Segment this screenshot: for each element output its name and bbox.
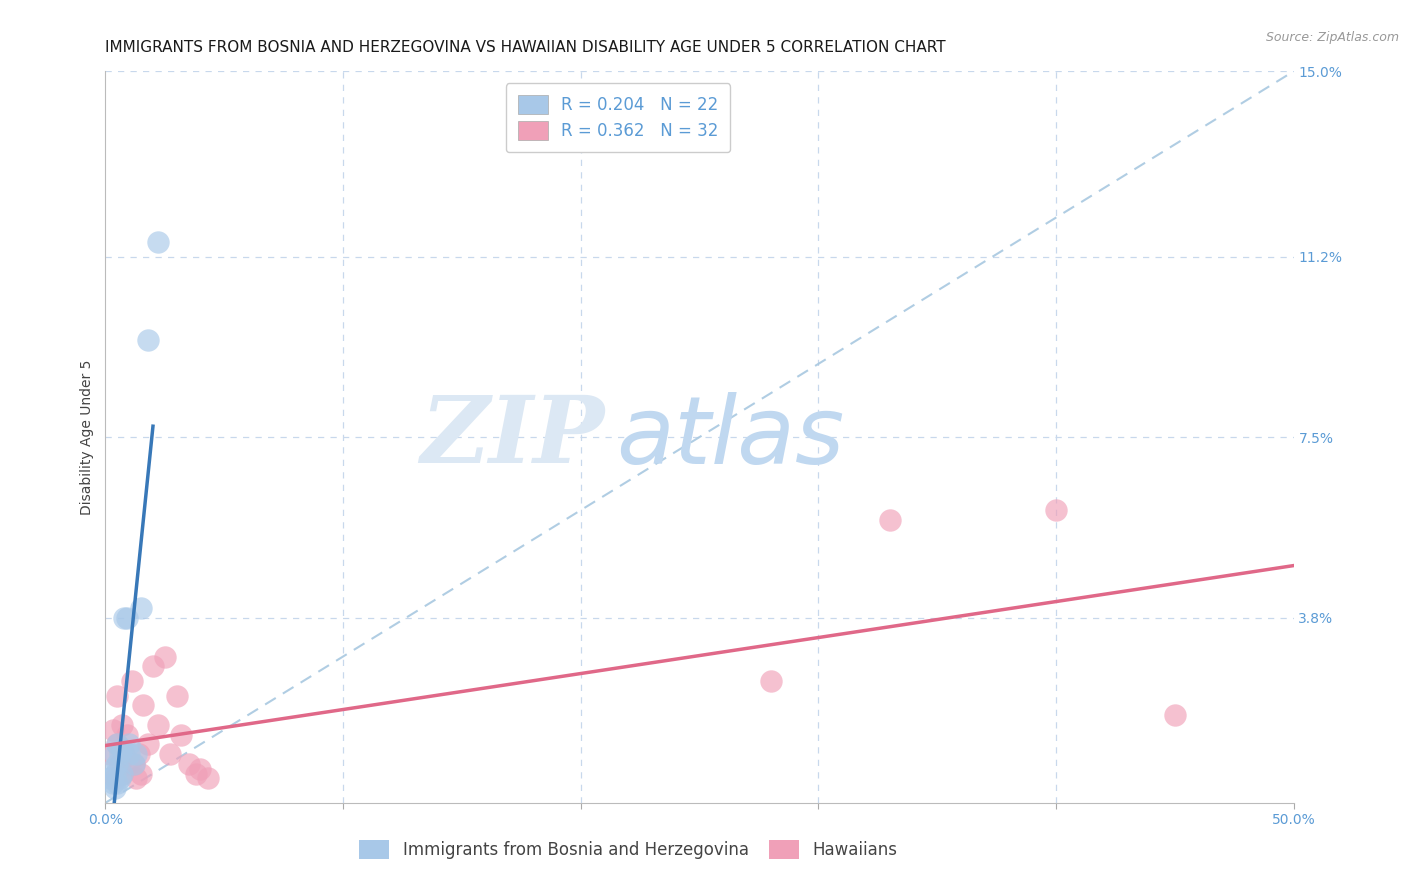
- Point: [118, 756, 141, 771]
- Point: [125, 772, 148, 786]
- Point: [1164, 708, 1187, 723]
- Point: [146, 718, 169, 732]
- Point: [111, 766, 134, 780]
- Point: [122, 756, 145, 771]
- Point: [136, 737, 159, 751]
- Point: [101, 723, 124, 737]
- Point: [115, 727, 138, 741]
- Point: [121, 673, 143, 688]
- Point: [166, 689, 188, 703]
- Point: [159, 747, 181, 761]
- Point: [129, 600, 152, 615]
- Point: [759, 673, 782, 688]
- Point: [114, 610, 136, 624]
- Point: [1045, 503, 1067, 517]
- Point: [128, 747, 150, 761]
- Point: [115, 610, 138, 624]
- Point: [101, 776, 124, 790]
- Point: [136, 333, 159, 347]
- Point: [108, 772, 131, 786]
- Point: [114, 747, 136, 761]
- Point: [108, 747, 131, 761]
- Point: [184, 766, 207, 780]
- Point: [111, 742, 134, 756]
- Point: [98, 772, 121, 786]
- Point: [101, 762, 124, 776]
- Point: [104, 781, 127, 796]
- Legend: Immigrants from Bosnia and Herzegovina, Hawaiians: Immigrants from Bosnia and Herzegovina, …: [352, 831, 905, 868]
- Point: [111, 718, 134, 732]
- Point: [132, 698, 155, 713]
- Point: [146, 235, 169, 249]
- Text: atlas: atlas: [616, 392, 845, 483]
- Point: [118, 737, 141, 751]
- Text: ZIP: ZIP: [420, 392, 605, 482]
- Text: IMMIGRANTS FROM BOSNIA AND HERZEGOVINA VS HAWAIIAN DISABILITY AGE UNDER 5 CORREL: IMMIGRANTS FROM BOSNIA AND HERZEGOVINA V…: [105, 40, 946, 55]
- Point: [170, 727, 193, 741]
- Point: [197, 772, 219, 786]
- Point: [105, 776, 128, 790]
- Point: [98, 747, 121, 761]
- Point: [190, 762, 212, 776]
- Point: [153, 649, 176, 664]
- Point: [129, 766, 152, 780]
- Point: [105, 737, 128, 751]
- Point: [118, 747, 141, 761]
- Point: [108, 756, 131, 771]
- Text: Source: ZipAtlas.com: Source: ZipAtlas.com: [1265, 31, 1399, 45]
- Point: [105, 689, 128, 703]
- Point: [104, 766, 127, 780]
- Point: [105, 737, 128, 751]
- Point: [122, 756, 145, 771]
- Point: [879, 513, 901, 527]
- Y-axis label: Disability Age Under 5: Disability Age Under 5: [80, 359, 94, 515]
- Point: [105, 756, 128, 771]
- Point: [111, 766, 134, 780]
- Point: [104, 747, 127, 761]
- Point: [142, 659, 165, 673]
- Point: [177, 756, 200, 771]
- Point: [125, 747, 148, 761]
- Point: [104, 772, 127, 786]
